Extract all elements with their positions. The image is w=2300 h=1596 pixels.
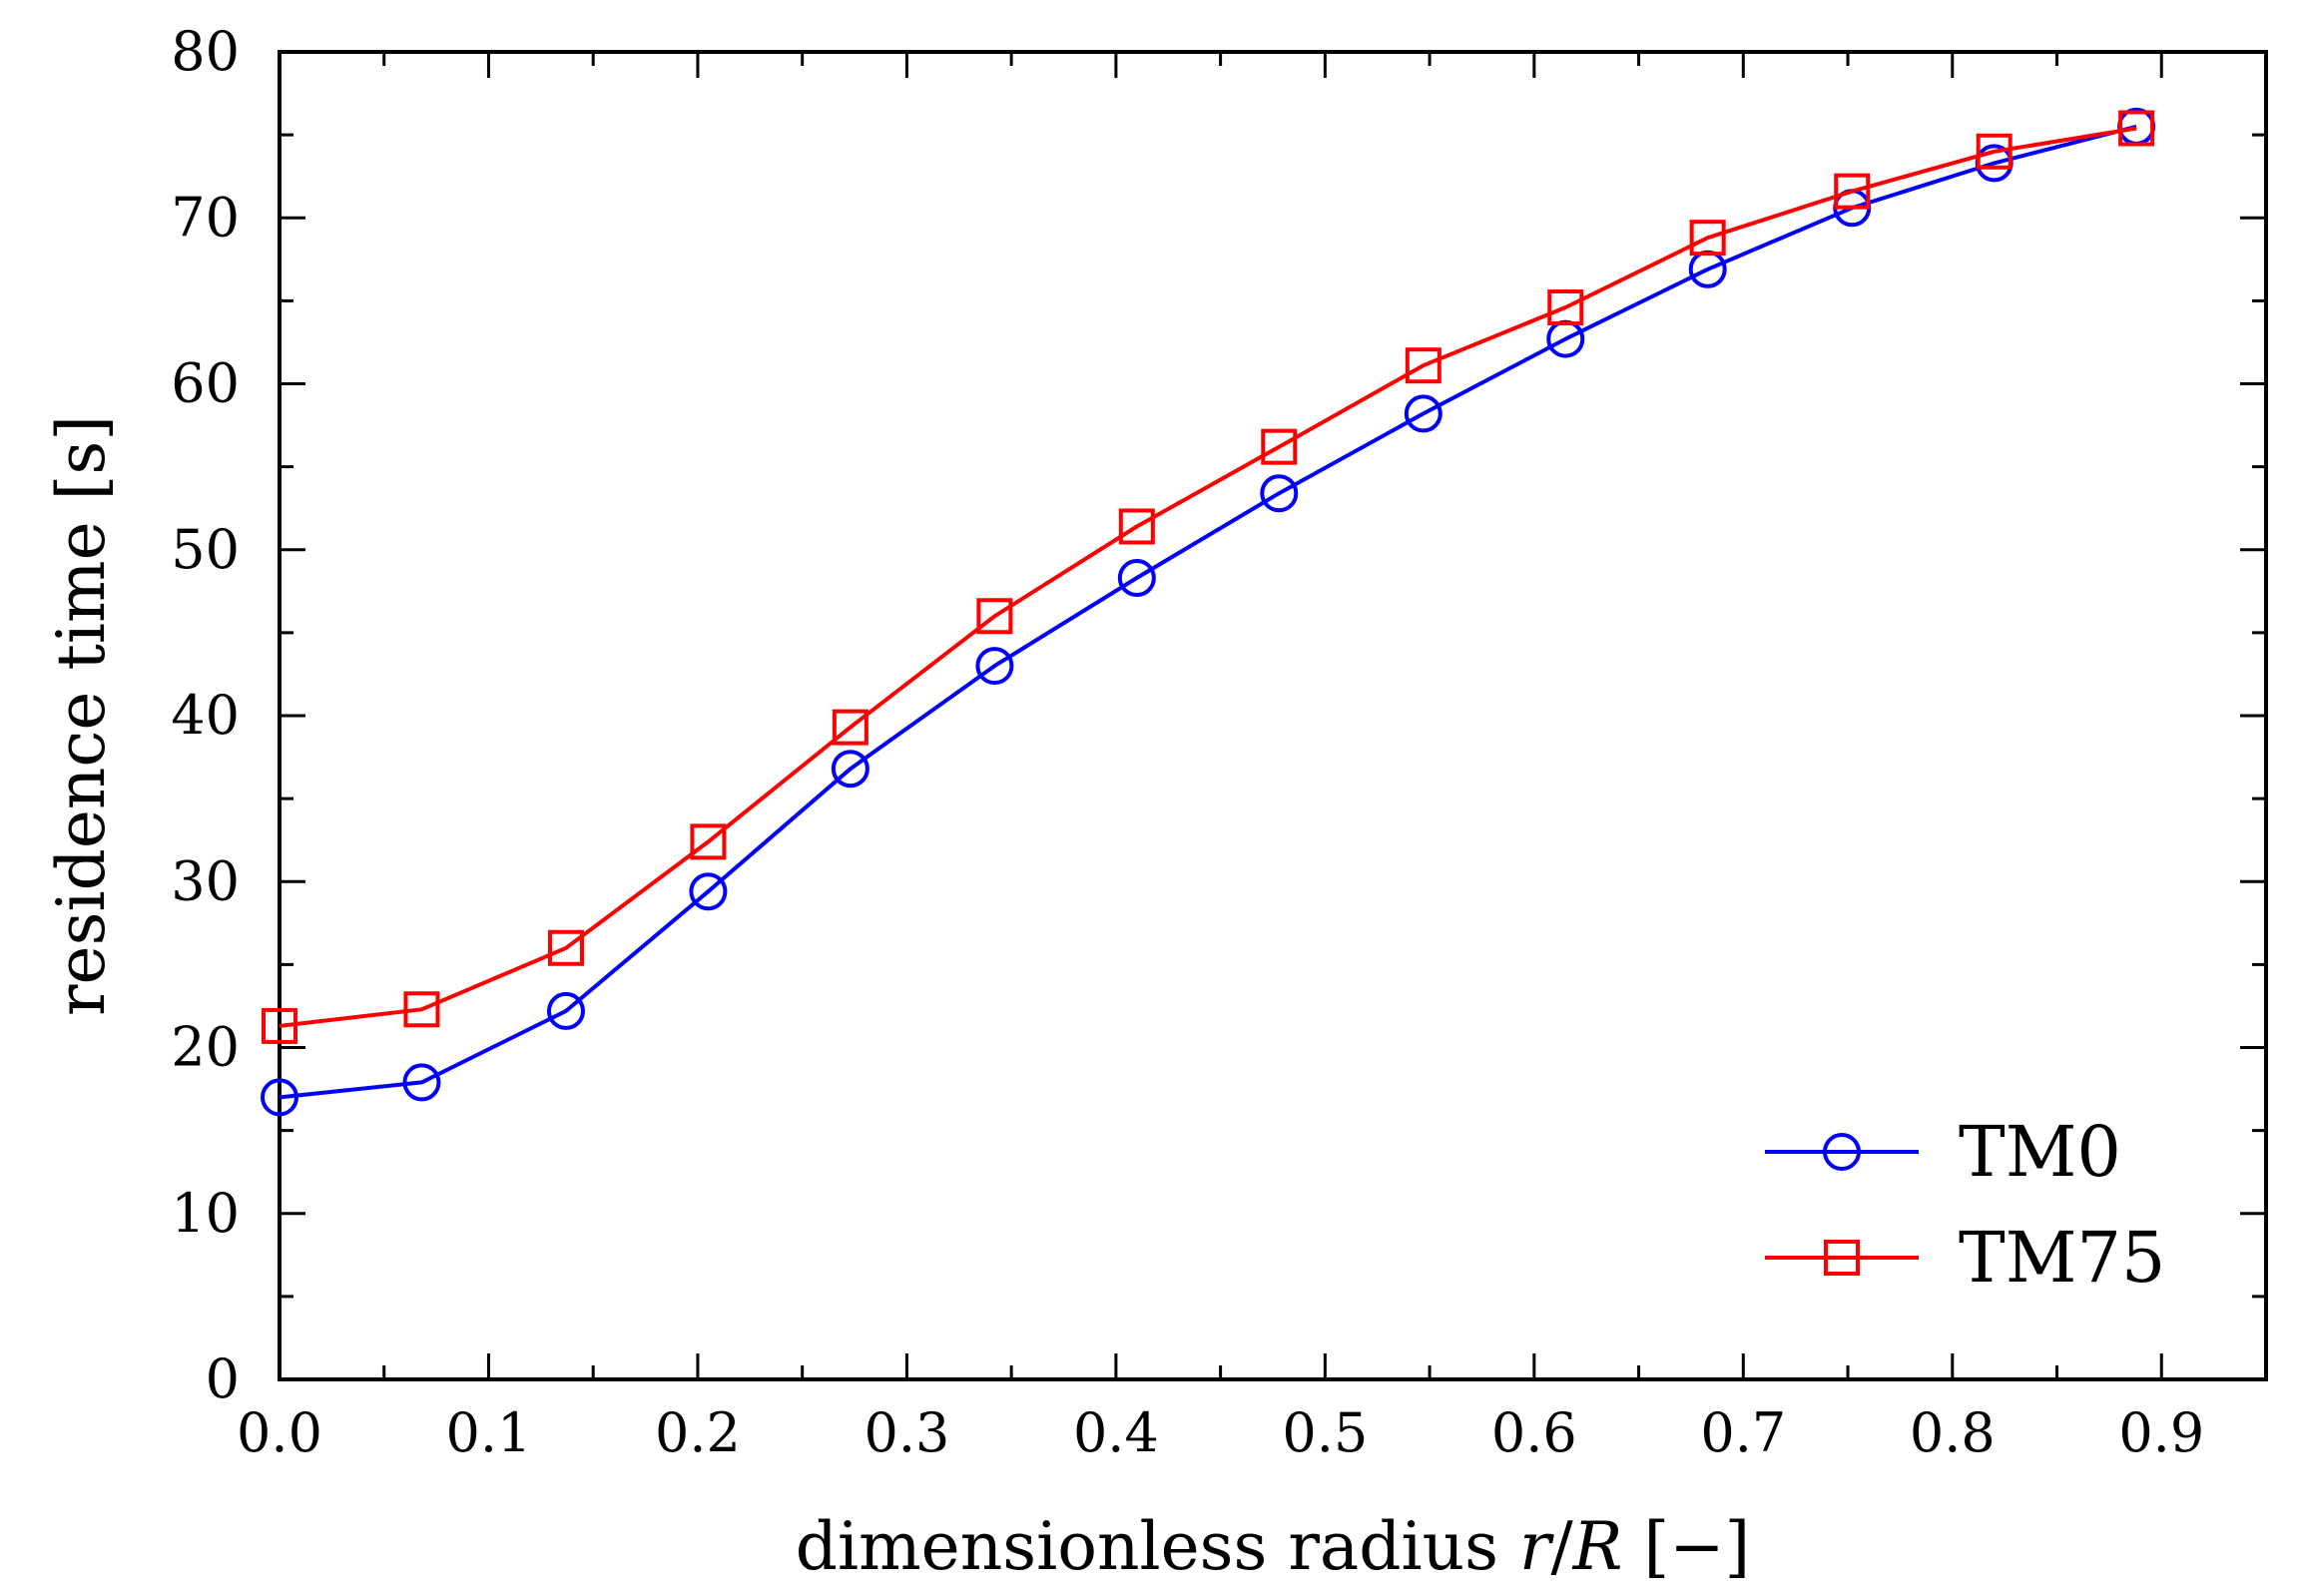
x-axis-title-var-r: r — [1519, 1508, 1554, 1585]
legend-marker-tm0 — [1823, 1133, 1861, 1171]
data-point-tm0 — [689, 872, 728, 911]
x-axis-title-sep: / — [1551, 1508, 1574, 1585]
y-tick-label: 10 — [171, 1182, 240, 1245]
series-line-tm0 — [279, 124, 2137, 1100]
data-point-tm0 — [831, 750, 869, 789]
data-point-tm0 — [1260, 474, 1299, 513]
x-tick-label: 0.6 — [1491, 1401, 1577, 1464]
data-point-tm75 — [1689, 220, 1726, 257]
axis-ticks — [278, 50, 2266, 1381]
data-point-tm0 — [546, 991, 585, 1030]
x-tick-label: 0.4 — [1073, 1401, 1159, 1464]
data-point-tm75 — [1834, 173, 1871, 210]
data-point-tm0 — [2117, 107, 2156, 146]
data-point-tm0 — [1404, 394, 1442, 433]
y-axis-title: residence time [s] — [43, 415, 120, 1016]
series-tm0 — [261, 107, 2156, 1117]
x-tick-label: 0.1 — [446, 1401, 532, 1464]
data-point-tm75 — [1118, 508, 1155, 545]
y-tick-label: 60 — [171, 352, 240, 415]
series-layer — [261, 107, 2156, 1117]
x-axis-title-var-R: R — [1572, 1508, 1623, 1585]
x-tick-label: 0.8 — [1910, 1401, 1996, 1464]
data-point-tm75 — [1547, 289, 1584, 326]
y-tick-labels: 0 10 20 30 40 50 60 70 80 — [171, 20, 240, 1410]
x-axis-title: dimensionless radius r/R [−] — [796, 1508, 1751, 1585]
data-point-tm75 — [547, 929, 584, 966]
series-tm75 — [262, 110, 2155, 1044]
x-tick-label: 0.0 — [237, 1401, 322, 1464]
y-tick-label: 30 — [171, 849, 240, 912]
x-axis-title-prefix: dimensionless radius — [796, 1508, 1519, 1585]
x-tick-label: 0.2 — [655, 1401, 741, 1464]
data-point-tm0 — [402, 1063, 441, 1102]
series-line-tm75 — [279, 126, 2137, 1028]
legend-label-tm0: TM0 — [1959, 1111, 2121, 1193]
data-point-tm75 — [976, 598, 1013, 635]
data-point-tm0 — [261, 1078, 298, 1117]
legend-marker-tm75 — [1824, 1240, 1860, 1276]
data-point-tm75 — [1405, 347, 1441, 384]
x-tick-label: 0.3 — [863, 1401, 949, 1464]
data-point-tm75 — [832, 709, 868, 746]
legend: TM0 TM75 — [1765, 1111, 2165, 1299]
data-point-tm75 — [2118, 110, 2155, 147]
y-tick-label: 50 — [171, 518, 240, 581]
data-point-tm75 — [403, 991, 440, 1028]
x-tick-labels: 0.0 0.1 0.2 0.3 0.4 0.5 0.6 0.7 0.8 0.9 — [237, 1401, 2204, 1464]
y-tick-label: 20 — [171, 1016, 240, 1079]
y-tick-label: 70 — [171, 186, 240, 249]
y-tick-label: 40 — [171, 684, 240, 747]
y-tick-label: 0 — [206, 1347, 240, 1410]
data-point-tm75 — [1976, 133, 2012, 170]
data-point-tm0 — [975, 647, 1014, 686]
y-tick-label: 80 — [171, 20, 240, 83]
data-point-tm75 — [1261, 428, 1298, 465]
x-tick-label: 0.5 — [1282, 1401, 1368, 1464]
x-axis-title-unit: [−] — [1622, 1508, 1750, 1585]
x-tick-label: 0.9 — [2118, 1401, 2204, 1464]
data-point-tm75 — [690, 823, 727, 860]
data-point-tm0 — [1117, 559, 1156, 598]
data-point-tm75 — [262, 1007, 297, 1044]
legend-label-tm75: TM75 — [1959, 1217, 2165, 1299]
x-tick-label: 0.7 — [1700, 1401, 1786, 1464]
